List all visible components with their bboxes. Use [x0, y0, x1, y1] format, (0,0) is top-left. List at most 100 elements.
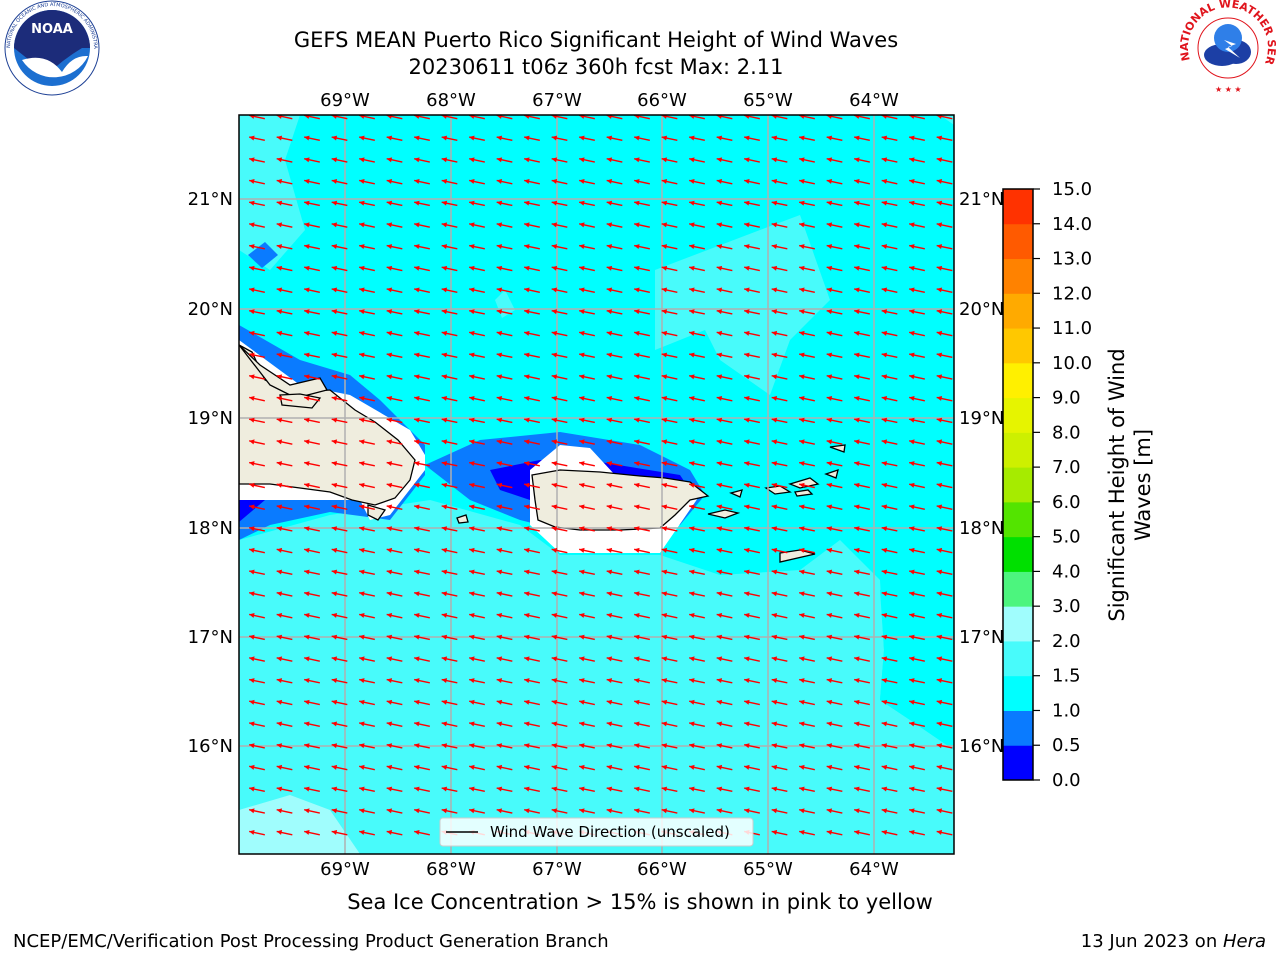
- wind-arrow: [909, 721, 925, 727]
- wind-arrow: [579, 808, 595, 814]
- colorbar-tick-label: 15.0: [1052, 179, 1092, 200]
- wind-arrow: [881, 352, 898, 359]
- wind-arrow: [469, 374, 485, 380]
- wind-arrow: [634, 461, 650, 467]
- wind-arrow: [799, 417, 815, 424]
- wind-arrow: [716, 699, 733, 706]
- wind-arrow: [744, 287, 760, 293]
- colorbar-tick-label: 10.0: [1052, 353, 1092, 374]
- wind-arrow: [579, 179, 595, 185]
- lat-label: 19°N: [188, 408, 233, 429]
- wind-arrow: [771, 721, 788, 727]
- wind-arrow: [689, 764, 705, 771]
- wind-arrow: [496, 526, 513, 532]
- wind-arrow: [579, 352, 595, 359]
- wind-arrow: [359, 461, 375, 467]
- wind-arrow: [579, 743, 595, 749]
- wind-arrow: [881, 613, 898, 619]
- lon-label: 67°W: [532, 859, 582, 880]
- wind-arrow: [936, 417, 953, 424]
- wind-arrow: [331, 374, 348, 380]
- wind-arrow: [551, 504, 568, 510]
- wind-arrow: [826, 222, 843, 228]
- wind-arrow: [551, 721, 568, 727]
- wind-arrow: [689, 634, 705, 641]
- wind-arrow: [661, 569, 678, 576]
- wind-arrow: [441, 569, 458, 576]
- wind-arrow: [881, 396, 898, 402]
- wind-arrow: [771, 830, 788, 836]
- lat-label: 21°N: [959, 189, 1004, 210]
- wind-arrow: [276, 309, 293, 315]
- wind-arrow: [606, 417, 623, 424]
- colorbar-ticks: 0.0 0.5 1.0 1.5 2.0 3.0 4.0 5.0 6.0 7.0 8.0 9.0 10.0…: [1033, 179, 1092, 791]
- wind-arrow: [854, 439, 870, 445]
- wind-arrow: [579, 244, 595, 250]
- wind-arrow: [441, 461, 458, 467]
- wind-arrow: [414, 656, 430, 662]
- ile-de-la-tortue: [279, 393, 322, 409]
- wind-arrow: [579, 287, 595, 293]
- wind-arrow: [276, 265, 293, 272]
- wind-arrow: [826, 396, 843, 402]
- wind-arrow: [716, 287, 733, 293]
- wind-arrow: [634, 157, 650, 163]
- wind-arrow: [634, 764, 650, 771]
- wind-arrow: [249, 591, 265, 597]
- wind-arrow: [771, 461, 788, 467]
- wind-arrow: [304, 526, 320, 532]
- wind-arrow: [524, 330, 540, 337]
- wind-arrow: [524, 482, 540, 489]
- wind-arrow: [414, 634, 430, 641]
- wind-arrow: [799, 200, 815, 207]
- wind-arrow: [716, 417, 733, 424]
- wind-arrow: [606, 808, 623, 814]
- wind-arrow: [359, 330, 375, 337]
- wind-arrow: [469, 721, 485, 727]
- wind-arrow: [359, 439, 375, 445]
- wind-arrow: [331, 656, 348, 662]
- wind-arrow: [551, 309, 568, 315]
- wind-arrow: [249, 526, 265, 532]
- wind-arrow: [634, 808, 650, 814]
- wind-arrow: [386, 699, 403, 706]
- wind-arrow: [441, 200, 458, 207]
- lat-label: 19°N: [959, 408, 1004, 429]
- wind-arrow: [854, 417, 870, 424]
- wind-arrow: [414, 222, 430, 228]
- wind-arrow: [579, 699, 595, 706]
- wind-arrow: [496, 569, 513, 576]
- wind-arrow: [799, 396, 815, 402]
- wind-arrow: [496, 374, 513, 380]
- wind-arrow: [414, 569, 430, 576]
- wind-arrow: [689, 352, 705, 359]
- colorbar-segment: [1003, 432, 1033, 468]
- wind-arrow: [744, 200, 760, 207]
- wind-arrow: [606, 764, 623, 771]
- wind-arrow: [689, 200, 705, 207]
- wind-arrow: [276, 439, 293, 445]
- wind-arrow: [249, 352, 265, 359]
- wind-arrow: [661, 200, 678, 207]
- wind-arrow: [881, 417, 898, 424]
- wind-arrow: [799, 613, 815, 619]
- wind-arrow: [771, 352, 788, 359]
- wind-arrow: [689, 179, 705, 185]
- wind-arrow: [551, 764, 568, 771]
- wind-arrow: [331, 808, 348, 814]
- wind-arrow: [854, 287, 870, 293]
- wind-arrow: [414, 526, 430, 532]
- wind-arrow: [716, 547, 733, 554]
- colorbar-tick-label: 8.0: [1052, 422, 1081, 443]
- wind-arrow: [359, 613, 375, 619]
- wind-arrow: [716, 265, 733, 272]
- wind-arrow: [744, 699, 760, 706]
- wind-arrow: [634, 656, 650, 662]
- wind-arrow: [551, 265, 568, 272]
- wind-arrow: [634, 786, 650, 793]
- wind-arrow: [799, 678, 815, 684]
- wind-arrow: [496, 309, 513, 315]
- wind-arrow: [551, 396, 568, 402]
- lon-labels-bottom: 69°W 68°W 67°W 66°W 65°W 64°W: [320, 859, 899, 880]
